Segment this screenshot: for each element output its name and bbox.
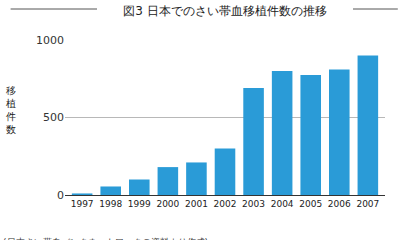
svg-text:1999: 1999 bbox=[128, 199, 151, 209]
svg-text:2004: 2004 bbox=[271, 199, 294, 209]
svg-text:2005: 2005 bbox=[299, 199, 322, 209]
svg-text:0: 0 bbox=[57, 189, 64, 202]
svg-text:2006: 2006 bbox=[328, 199, 351, 209]
svg-text:1998: 1998 bbox=[99, 199, 122, 209]
svg-text:2003: 2003 bbox=[242, 199, 265, 209]
svg-text:1997: 1997 bbox=[71, 199, 94, 209]
svg-text:2001: 2001 bbox=[185, 199, 208, 209]
svg-text:1000: 1000 bbox=[36, 34, 64, 47]
svg-text:移植件数: 移植件数 bbox=[6, 85, 16, 135]
svg-text:(日本さい帯血バンクネットワークの資料より作成): (日本さい帯血バンクネットワークの資料より作成) bbox=[3, 237, 208, 240]
svg-text:2002: 2002 bbox=[214, 199, 237, 209]
svg-text:2007: 2007 bbox=[356, 199, 379, 209]
svg-text:図3 日本でのさい帯血移植件数の推移: 図3 日本でのさい帯血移植件数の推移 bbox=[123, 4, 326, 18]
svg-text:500: 500 bbox=[43, 111, 64, 124]
svg-text:2000: 2000 bbox=[156, 199, 179, 209]
